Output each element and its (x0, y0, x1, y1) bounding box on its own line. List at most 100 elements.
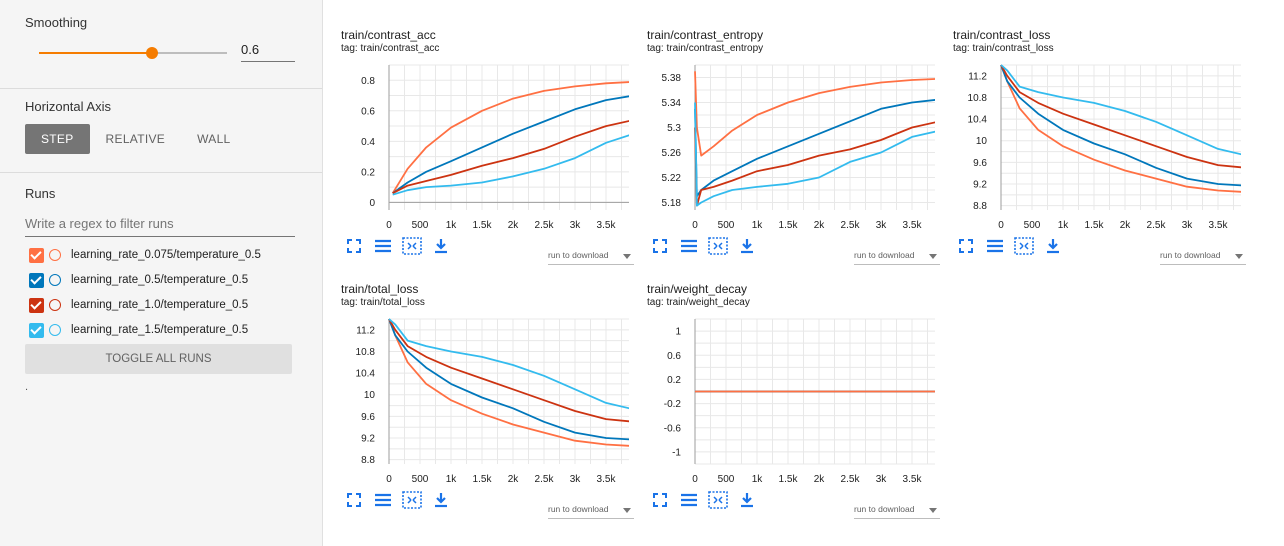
expand-icon[interactable] (955, 236, 977, 256)
horizontal-axis-label: Horizontal Axis (25, 99, 111, 114)
series-line (1000, 64, 1241, 156)
x-tick-label: 1.5k (779, 474, 799, 485)
y-tick-label: 11.2 (356, 325, 375, 336)
expand-icon[interactable] (649, 490, 671, 510)
x-tick-label: 3k (570, 474, 582, 485)
fit-domain-icon[interactable] (707, 236, 729, 256)
divider (0, 88, 322, 89)
y-tick-label: 10.4 (968, 115, 988, 126)
fit-domain-icon[interactable] (401, 236, 423, 256)
chart-card: train/total_loss tag: train/total_loss 8.8… (323, 254, 634, 519)
download-icon[interactable] (1042, 236, 1064, 256)
lines-icon[interactable] (372, 490, 394, 510)
x-tick-label: 500 (718, 474, 735, 485)
run-name: learning_rate_1.5/temperature_0.5 (71, 324, 249, 336)
series-line (694, 71, 935, 157)
fit-domain-icon[interactable] (1013, 236, 1035, 256)
y-tick-label: -0.6 (664, 423, 682, 434)
run-checkbox[interactable] (29, 247, 44, 263)
x-tick-label: 2k (1120, 220, 1132, 231)
chart-plot[interactable]: 8.8 9.2 9.6 10 10.4 10.8 11.2 0 500 1k 1.5k 2k 2.5k 3… (935, 0, 1241, 254)
axis-step-button[interactable]: STEP (25, 124, 90, 154)
series-line (694, 121, 935, 207)
fit-domain-icon[interactable] (401, 490, 423, 510)
chart-title: train/total_loss (341, 282, 419, 296)
series-line (392, 120, 629, 195)
x-tick-label: 500 (412, 220, 429, 231)
smoothing-slider[interactable] (39, 47, 227, 59)
y-tick-label: 5.18 (662, 198, 682, 209)
x-tick-label: 1k (1058, 220, 1070, 231)
x-tick-label: 3.5k (903, 474, 923, 485)
chart-title: train/contrast_acc (341, 28, 436, 42)
run-item[interactable]: learning_rate_0.075/temperature_0.5 (29, 246, 261, 264)
chart-tag: tag: train/total_loss (341, 297, 425, 308)
run-checkbox[interactable] (29, 272, 44, 288)
chart-plot[interactable]: -1-0.6-0.20.20.6105001k1.5k2k2.5k3k3.5k4… (629, 254, 935, 508)
run-color-circle-icon (49, 324, 61, 336)
y-tick-label: 0.2 (361, 167, 375, 178)
series-line (392, 95, 629, 194)
x-tick-label: 0 (692, 220, 698, 231)
run-item[interactable]: learning_rate_1.0/temperature_0.5 (29, 296, 248, 314)
run-item[interactable]: learning_rate_0.5/temperature_0.5 (29, 271, 248, 289)
run-download-select[interactable]: run to download (854, 504, 940, 519)
axis-relative-button[interactable]: RELATIVE (105, 132, 166, 146)
axis-wall-button[interactable]: WALL (197, 132, 231, 146)
run-filter-input[interactable]: Write a regex to filter runs (25, 214, 295, 237)
download-icon[interactable] (430, 236, 452, 256)
x-tick-label: 2.5k (1147, 220, 1167, 231)
fit-domain-icon[interactable] (707, 490, 729, 510)
x-tick-label: 500 (718, 220, 735, 231)
run-name: learning_rate_0.5/temperature_0.5 (71, 274, 249, 286)
sidebar: Smoothing 0.6 Horizontal Axis STEP RELAT… (0, 0, 323, 546)
y-tick-label: 9.6 (361, 412, 375, 423)
chart-plot[interactable]: 8.8 9.2 9.6 10 10.4 10.8 11.2 0 500 1k 1.5k 2k 2.5k 3… (323, 254, 629, 508)
y-tick-label: 8.8 (361, 455, 375, 466)
lines-icon[interactable] (984, 236, 1006, 256)
y-tick-label: 10.4 (356, 369, 376, 380)
smoothing-label: Smoothing (25, 15, 88, 30)
expand-icon[interactable] (649, 236, 671, 256)
chart-toolbar (955, 236, 1071, 256)
lines-icon[interactable] (678, 490, 700, 510)
smoothing-value-input[interactable]: 0.6 (241, 42, 295, 62)
expand-icon[interactable] (343, 490, 365, 510)
run-download-select[interactable]: run to download (1160, 250, 1246, 265)
run-checkbox[interactable] (29, 322, 44, 338)
x-tick-label: 500 (1024, 220, 1041, 231)
run-checkbox[interactable] (29, 297, 44, 313)
series-line (388, 318, 629, 447)
x-tick-label: 1k (446, 474, 458, 485)
y-tick-label: 5.26 (662, 148, 682, 159)
download-icon[interactable] (736, 236, 758, 256)
chart-plot[interactable]: 5.18 5.22 5.26 5.3 5.34 5.38 0 500 1k 1.5k 2k 2.5k 3… (629, 0, 935, 254)
expand-icon[interactable] (343, 236, 365, 256)
x-tick-label: 1k (446, 220, 458, 231)
chart-toolbar (649, 236, 765, 256)
run-download-select[interactable]: run to download (548, 250, 634, 265)
x-tick-label: 1.5k (473, 474, 493, 485)
x-tick-label: 1.5k (473, 220, 493, 231)
chart-card: train/weight_decay tag: train/weight_deca… (629, 254, 940, 519)
chart-toolbar (343, 236, 459, 256)
runs-label: Runs (25, 186, 56, 201)
y-tick-label: 5.22 (662, 173, 682, 184)
download-icon[interactable] (430, 490, 452, 510)
x-tick-label: 2.5k (535, 220, 555, 231)
run-item[interactable]: learning_rate_1.5/temperature_0.5 (29, 321, 248, 339)
run-download-select[interactable]: run to download (548, 504, 634, 519)
download-icon[interactable] (736, 490, 758, 510)
x-tick-label: 0 (386, 220, 392, 231)
run-color-circle-icon (49, 299, 61, 311)
lines-icon[interactable] (372, 236, 394, 256)
series-line (388, 318, 629, 423)
y-tick-label: 0.4 (361, 137, 375, 148)
smoothing-slider-handle[interactable] (145, 47, 158, 59)
lines-icon[interactable] (678, 236, 700, 256)
chart-title: train/weight_decay (647, 282, 748, 296)
y-tick-label: 9.2 (973, 180, 987, 191)
run-download-select[interactable]: run to download (854, 250, 940, 265)
toggle-all-runs-button[interactable]: TOGGLE ALL RUNS (25, 344, 292, 374)
